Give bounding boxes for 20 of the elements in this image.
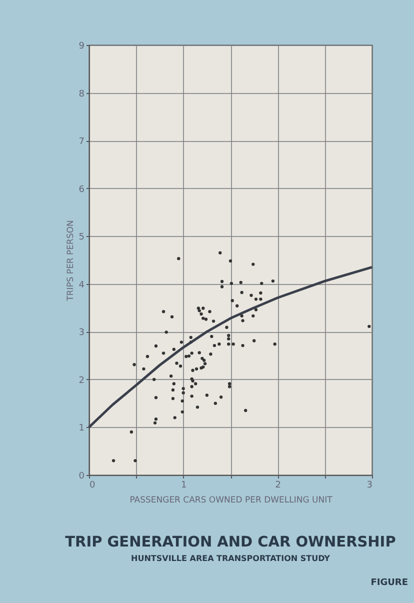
y-tick-label: 5: [78, 232, 84, 243]
y-tick-label: 9: [78, 42, 85, 52]
y-tick-label: 2: [78, 376, 84, 386]
x-tick-label: 3: [366, 480, 372, 490]
text: FIGURE: [370, 578, 408, 588]
y-tick-label: 7: [78, 137, 84, 148]
y-tick-label: 6: [78, 184, 85, 195]
text: HUNTSVILLE AREA TRANSPORTATION STUDY: [131, 554, 330, 563]
y-tick-label: 1: [78, 424, 84, 434]
y-tick-label: 0: [78, 472, 85, 482]
x-tick-label: 1: [180, 480, 187, 490]
y-tick-label: 3: [78, 328, 84, 338]
line-series: [88, 266, 374, 428]
text: TRIP GENERATION AND CAR OWNERSHIP: [65, 534, 396, 550]
x-axis-title: PASSENGER CARS OWNED PER DWELLING UNIT: [130, 496, 334, 506]
y-tick-label: 8: [78, 89, 85, 100]
x-tick-label: 0: [90, 480, 96, 490]
x-tick-label: 2: [275, 480, 282, 490]
y-tick-label: 4: [78, 280, 85, 290]
y-axis-title: TRIPS PER PERSON: [66, 220, 76, 302]
